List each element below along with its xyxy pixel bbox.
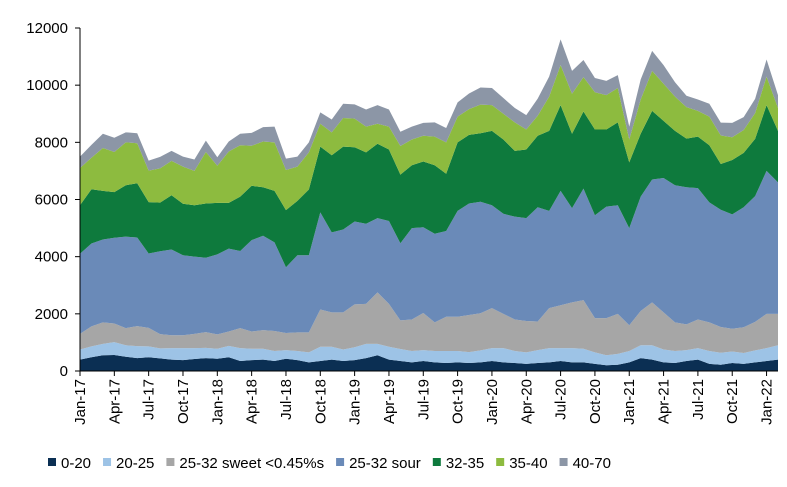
x-tick-label: Jul-21 <box>690 379 707 420</box>
legend-label-0: 0-20 <box>61 455 91 472</box>
area-series-3 <box>80 170 778 336</box>
legend-swatch-5 <box>496 458 505 466</box>
x-tick-label: Jul-17 <box>141 379 158 420</box>
area-series-1 <box>80 342 778 366</box>
area-series-4 <box>80 105 778 268</box>
y-tick-label: 12000 <box>26 20 68 37</box>
x-tick-label: Apr-17 <box>106 379 123 424</box>
x-tick-label: Oct-21 <box>724 379 741 424</box>
area-series-0 <box>80 354 778 371</box>
x-tick-label: Apr-18 <box>244 379 261 424</box>
legend-swatch-3 <box>336 458 345 466</box>
x-tick-label: Jan-21 <box>621 379 638 425</box>
x-tick-label: Oct-18 <box>312 379 329 424</box>
y-tick-label: 0 <box>60 363 68 380</box>
legend: 0-20 20-25 25-32 sweet <0.45%s 25-32 sour 32… <box>48 455 611 472</box>
x-tick-label: Jan-20 <box>484 379 501 425</box>
area-series-5 <box>80 65 778 211</box>
x-tick-label: Jan-17 <box>72 379 89 425</box>
legend-swatch-4 <box>432 458 441 466</box>
legend-swatch-2 <box>166 458 175 466</box>
y-tick-label: 6000 <box>35 192 68 209</box>
y-axis-ticks: 0 2000 4000 6000 8000 10000 12000 <box>26 20 80 380</box>
y-tick-label: 10000 <box>26 77 68 94</box>
legend-label-3: 25-32 sour <box>349 455 421 472</box>
x-axis-ticks: Jan-17 Apr-17 Jul-17 Oct-17 Jan-18 Apr-18 Jul-… <box>72 371 776 425</box>
x-tick-label: Jul-19 <box>415 379 432 420</box>
x-tick-label: Jul-20 <box>553 379 570 420</box>
x-tick-label: Apr-20 <box>518 379 535 424</box>
legend-swatch-1 <box>103 458 112 466</box>
y-tick-label: 2000 <box>35 306 68 323</box>
x-tick-label: Apr-19 <box>381 379 398 424</box>
x-tick-label: Oct-19 <box>450 379 467 424</box>
y-tick-label: 8000 <box>35 134 68 151</box>
x-tick-label: Oct-20 <box>587 379 604 424</box>
x-tick-label: Jan-19 <box>347 379 364 425</box>
y-tick-label: 4000 <box>35 249 68 266</box>
legend-label-5: 35-40 <box>509 455 547 472</box>
x-tick-label: Oct-17 <box>175 379 192 424</box>
legend-swatch-6 <box>559 458 568 466</box>
legend-swatch-0 <box>48 458 56 466</box>
legend-label-4: 32-35 <box>446 455 484 472</box>
area-series-2 <box>80 292 778 356</box>
x-tick-label: Jan-18 <box>209 379 226 425</box>
legend-label-1: 20-25 <box>116 455 154 472</box>
area-series-group <box>80 39 778 371</box>
x-tick-label: Jul-18 <box>278 379 295 420</box>
x-tick-label: Jan-22 <box>759 379 776 425</box>
legend-label-6: 40-70 <box>573 455 611 472</box>
x-tick-label: Apr-21 <box>656 379 673 424</box>
legend-label-2: 25-32 sweet <0.45%s <box>179 455 324 472</box>
area-series-6 <box>80 39 778 171</box>
